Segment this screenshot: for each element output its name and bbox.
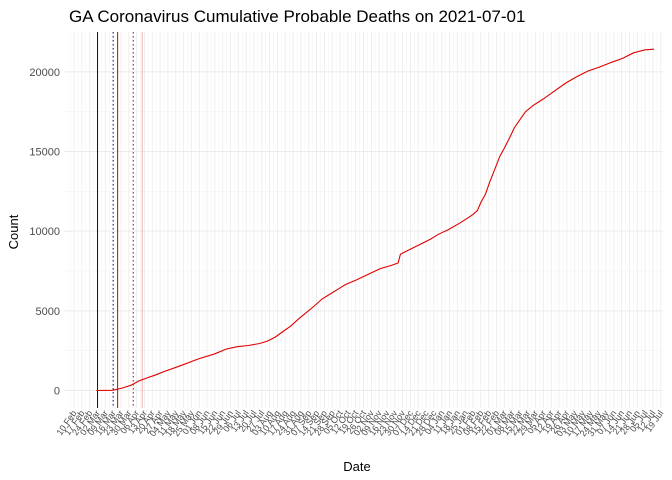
y-axis-ticks: 0 5000 10000 15000 20000 <box>29 67 60 398</box>
y-tick-label: 15000 <box>29 146 60 158</box>
reference-lines <box>97 32 143 408</box>
y-tick-label: 10000 <box>29 226 60 238</box>
series-line <box>96 48 655 392</box>
data-series <box>96 48 655 392</box>
chart-title: GA Coronavirus Cumulative Probable Death… <box>69 7 525 26</box>
x-axis-title: Date <box>343 459 370 474</box>
major-gridlines <box>64 32 663 408</box>
y-tick-label: 5000 <box>36 306 60 318</box>
y-tick-label: 20000 <box>29 67 60 79</box>
minor-gridlines <box>64 32 663 408</box>
y-tick-label: 0 <box>54 385 60 397</box>
y-axis-title: Count <box>6 214 21 249</box>
